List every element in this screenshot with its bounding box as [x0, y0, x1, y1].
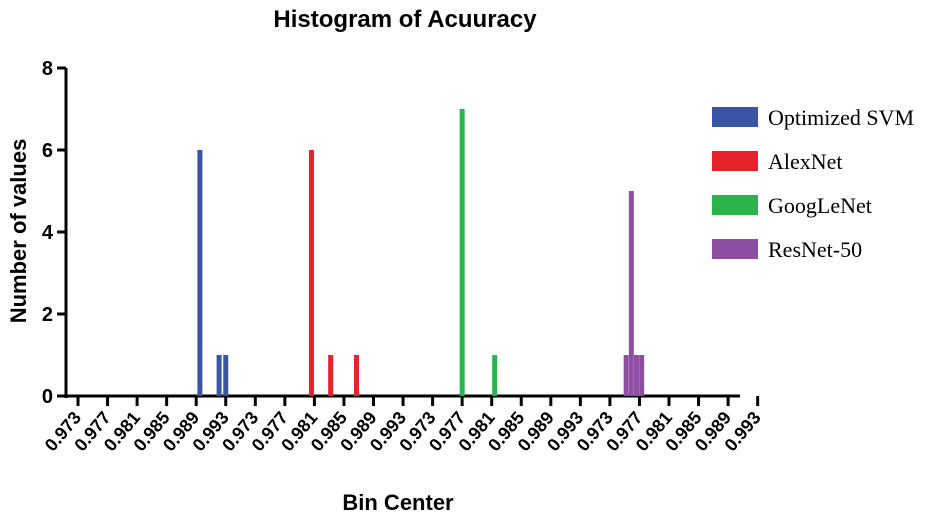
y-tick-label: 8 — [42, 58, 53, 80]
legend-swatch — [712, 239, 758, 259]
legend-label: Optimized SVM — [768, 105, 914, 130]
bar-alexnet — [308, 150, 314, 396]
y-tick-label: 4 — [42, 222, 54, 244]
y-tick-label: 6 — [42, 140, 53, 162]
bar-alexnet — [328, 355, 334, 396]
x-axis-title: Bin Center — [342, 490, 454, 515]
legend-label: ResNet-50 — [768, 237, 862, 262]
plot-area: 024680.9730.9770.9810.9850.9890.9930.973… — [41, 58, 765, 455]
y-tick-label: 0 — [42, 386, 53, 408]
legend-label: GoogLeNet — [768, 193, 872, 218]
bar-alexnet — [354, 355, 360, 396]
bar-resnet-50 — [633, 355, 639, 396]
bar-optimized-svm — [223, 355, 229, 396]
bar-resnet-50 — [623, 355, 629, 396]
bar-googlenet — [459, 109, 465, 396]
legend-swatch — [712, 107, 758, 127]
bar-optimized-svm — [197, 150, 203, 396]
bar-optimized-svm — [216, 355, 222, 396]
y-tick-label: 2 — [42, 304, 53, 326]
bar-googlenet — [492, 355, 498, 396]
bar-resnet-50 — [628, 191, 634, 396]
y-axis-title: Number of values — [6, 139, 31, 324]
bar-resnet-50 — [639, 355, 645, 396]
legend-label: AlexNet — [768, 149, 843, 174]
legend-swatch — [712, 195, 758, 215]
chart-title: Histogram of Acuuracy — [273, 6, 537, 33]
legend: Optimized SVM AlexNet GoogLeNet ResNet-50 — [712, 105, 914, 262]
legend-swatch — [712, 151, 758, 171]
